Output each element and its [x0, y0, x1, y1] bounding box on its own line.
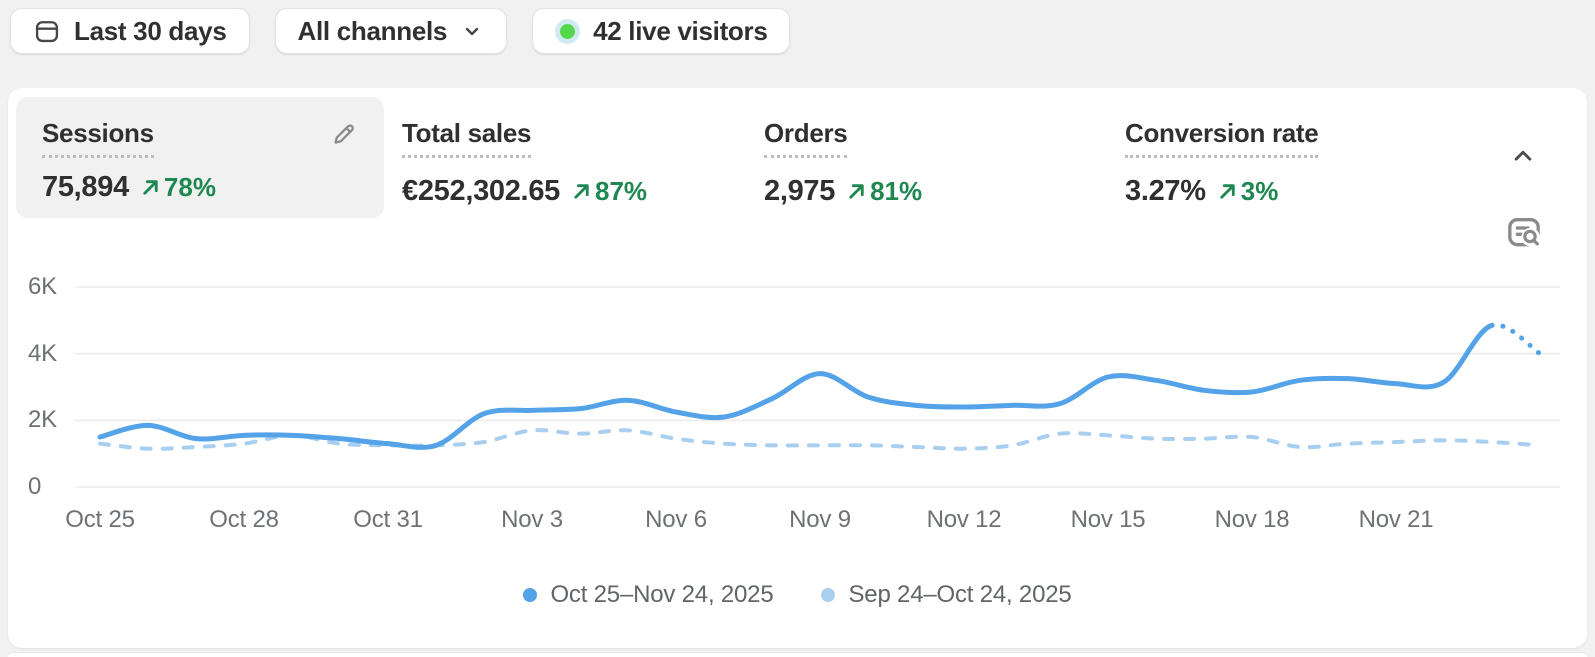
metric-tile-sessions[interactable]: Sessions 75,894 78%	[16, 97, 384, 218]
metric-label-orders[interactable]: Orders	[764, 118, 848, 158]
inspect-data-icon	[1508, 218, 1540, 247]
x-tick-label: Nov 21	[1358, 506, 1434, 533]
x-tick-label: Nov 9	[789, 506, 851, 533]
metric-label-total-sales[interactable]: Total sales	[402, 118, 531, 158]
x-tick-label: Nov 6	[645, 506, 707, 533]
x-tick-label: Nov 12	[926, 506, 1002, 533]
collapse-card-button[interactable]	[1506, 140, 1540, 174]
x-tick-label: Nov 18	[1214, 506, 1290, 533]
y-tick-label: 4K	[28, 339, 57, 367]
toolbar: Last 30 days All channels 42 live visito…	[10, 8, 791, 54]
metric-label-conversion-rate[interactable]: Conversion rate	[1125, 118, 1319, 158]
metric-label-sessions[interactable]: Sessions	[42, 118, 154, 158]
x-tick-label: Oct 25	[65, 506, 135, 533]
metric-delta-total-sales: 87%	[571, 176, 647, 207]
legend-item-previous: Sep 24–Oct 24, 2025	[821, 581, 1072, 609]
chevron-down-icon	[460, 19, 484, 43]
date-range-button[interactable]: Last 30 days	[10, 8, 250, 54]
pencil-icon[interactable]	[330, 120, 359, 152]
analytics-card: 6K 4K 2K 0 Oct 25 Oct 28 Oct 31 Nov 3 Nov 6 Nov …	[8, 88, 1587, 648]
legend-label-current: Oct 25–Nov 24, 2025	[550, 581, 774, 608]
metric-value-sessions: 75,894	[42, 171, 129, 203]
metric-delta-sessions: 78%	[140, 172, 216, 203]
x-tick-label: Nov 3	[501, 506, 563, 533]
live-status-dot	[555, 18, 581, 44]
live-visitors-button[interactable]: 42 live visitors	[532, 8, 791, 54]
legend-label-previous: Sep 24–Oct 24, 2025	[848, 581, 1072, 608]
arrow-up-right-icon	[574, 184, 589, 199]
live-visitors-label: 42 live visitors	[593, 15, 768, 46]
calendar-icon	[33, 17, 61, 45]
next-card-edge	[8, 653, 1587, 657]
metric-value-orders: 2,975	[764, 175, 836, 207]
legend-dot-current	[523, 588, 538, 602]
x-tick-label: Nov 15	[1070, 506, 1146, 533]
legend-item-current: Oct 25–Nov 24, 2025	[523, 581, 774, 609]
metric-total-sales[interactable]: Total sales €252,302.65 87%	[402, 118, 647, 208]
y-tick-label: 6K	[28, 272, 57, 300]
legend-dot-previous	[821, 588, 836, 602]
channels-label: All channels	[297, 15, 448, 46]
metric-delta-conversion-rate: 3%	[1217, 176, 1278, 207]
arrow-up-right-icon	[849, 184, 864, 199]
metric-value-conversion-rate: 3.27%	[1125, 175, 1206, 207]
chevron-up-icon	[1514, 150, 1532, 161]
inspect-data-button[interactable]	[1503, 213, 1545, 255]
x-tick-label: Oct 31	[353, 506, 423, 533]
metric-delta-orders: 81%	[846, 176, 922, 207]
arrow-up-right-icon	[1220, 184, 1235, 199]
channels-dropdown[interactable]: All channels	[274, 8, 508, 54]
arrow-up-right-icon	[143, 180, 158, 195]
metric-conversion-rate[interactable]: Conversion rate 3.27% 3%	[1125, 118, 1319, 208]
date-range-label: Last 30 days	[74, 15, 227, 46]
x-tick-label: Oct 28	[209, 506, 279, 533]
metric-value-total-sales: €252,302.65	[402, 175, 560, 207]
y-tick-label: 2K	[28, 406, 57, 434]
chart-legend: Oct 25–Nov 24, 2025 Sep 24–Oct 24, 2025	[8, 581, 1587, 609]
y-tick-label: 0	[28, 473, 42, 500]
metric-orders[interactable]: Orders 2,975 81%	[764, 118, 922, 208]
